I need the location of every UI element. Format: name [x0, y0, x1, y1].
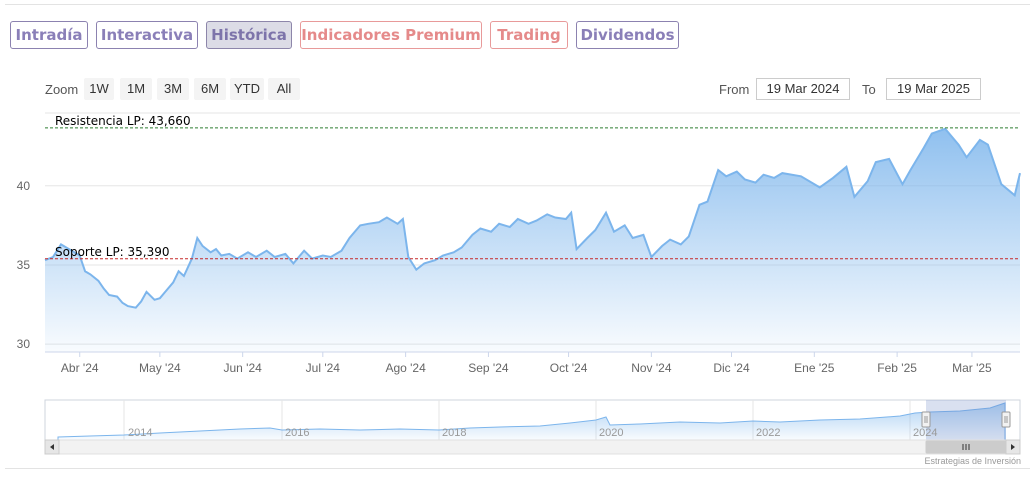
x-tick-label: Jun '24: [224, 361, 263, 375]
zoom-label: Zoom: [45, 82, 79, 97]
from-date-input[interactable]: 19 Mar 2024: [756, 78, 850, 100]
navigator-left-handle[interactable]: [921, 411, 931, 428]
resistance-label: Resistencia LP: 43,660: [55, 114, 191, 128]
navigator[interactable]: 2014 2016 2018 2020 2022 2024: [44, 399, 1021, 441]
zoom-all-button[interactable]: All: [268, 78, 300, 100]
x-tick-label: May '24: [139, 361, 181, 375]
tab-trading[interactable]: Trading: [490, 21, 568, 49]
y-tick-label: 30: [17, 337, 31, 351]
x-tick-label: Sep '24: [468, 361, 509, 375]
x-tick-label: Nov '24: [631, 361, 672, 375]
arrow-right-icon: [1011, 444, 1015, 450]
x-tick-label: Feb '25: [877, 361, 917, 375]
tab-intradia[interactable]: Intradía: [10, 21, 88, 49]
x-tick-label: Oct '24: [550, 361, 588, 375]
arrow-left-icon: [50, 444, 54, 450]
navigator-year-label: 2020: [599, 427, 623, 439]
scrollbar-track[interactable]: [44, 439, 1021, 455]
reference-lines: Resistencia LP: 43,660 Soporte LP: 35,390: [45, 114, 1020, 260]
x-tick-label: Jul '24: [306, 361, 341, 375]
tab-indicadores-premium[interactable]: Indicadores Premium: [300, 21, 482, 49]
navigator-year-label: 2022: [756, 427, 780, 439]
zoom-ytd-button[interactable]: YTD: [230, 78, 264, 100]
y-axis-labels: 30 35 40: [17, 179, 31, 351]
navigator-year-label: 2014: [128, 427, 152, 439]
zoom-3m-button[interactable]: 3M: [157, 78, 189, 100]
price-area: [45, 128, 1020, 352]
navigator-year-label: 2016: [285, 427, 309, 439]
navigator-series-area: [57, 402, 1006, 441]
x-tick-label: Ene '25: [794, 361, 835, 375]
y-tick-label: 40: [17, 179, 31, 193]
x-tick-label: Ago '24: [385, 361, 426, 375]
navigator-year-label: 2024: [913, 427, 937, 439]
navigator-selection[interactable]: [926, 400, 1006, 440]
bottom-divider: [5, 468, 1030, 469]
support-label: Soporte LP: 35,390: [55, 245, 170, 259]
x-tick-label: Dic '24: [713, 361, 750, 375]
navigator-year-label: 2018: [442, 427, 466, 439]
x-axis-labels: Abr '24 May '24 Jun '24 Jul '24 Ago '24 Sep '…: [61, 352, 992, 375]
chart-credit: Estrategias de Inversión: [924, 456, 1021, 466]
from-label: From: [719, 82, 750, 97]
to-date-input[interactable]: 19 Mar 2025: [886, 78, 981, 100]
zoom-1m-button[interactable]: 1M: [120, 78, 152, 100]
zoom-1w-button[interactable]: 1W: [84, 78, 114, 100]
tab-dividendos[interactable]: Dividendos: [576, 21, 679, 49]
y-tick-label: 35: [17, 258, 31, 272]
tab-interactiva[interactable]: Interactiva: [96, 21, 198, 49]
to-label: To: [862, 82, 876, 97]
x-tick-label: Abr '24: [61, 361, 99, 375]
zoom-6m-button[interactable]: 6M: [194, 78, 226, 100]
x-tick-label: Mar '25: [952, 361, 992, 375]
navigator-right-handle[interactable]: [1001, 411, 1011, 428]
tab-historica[interactable]: Histórica: [206, 21, 292, 49]
scrollbar[interactable]: [44, 439, 1021, 455]
top-divider: [5, 4, 1030, 5]
price-line: [44, 127, 1021, 309]
